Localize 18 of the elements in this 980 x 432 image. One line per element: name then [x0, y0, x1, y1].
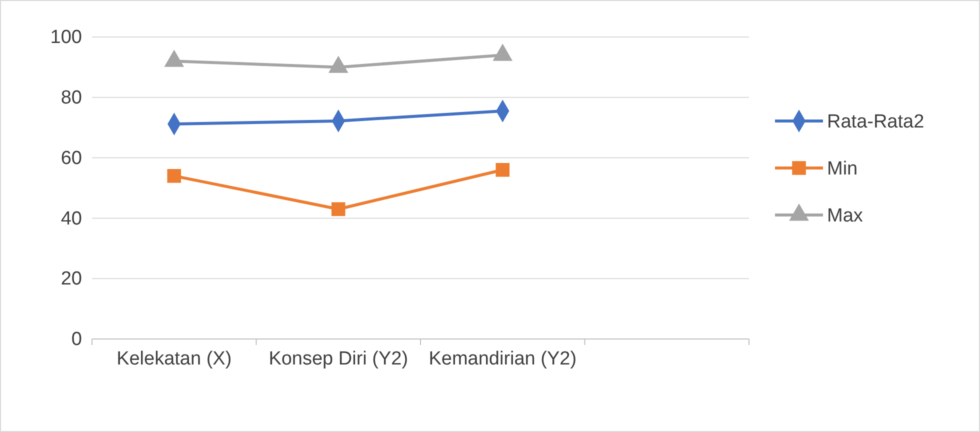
point	[496, 162, 510, 177]
y-tick-label: 100	[50, 27, 82, 48]
point	[492, 44, 513, 61]
point	[328, 56, 348, 73]
point	[331, 202, 346, 216]
y-tick-label: 0	[71, 329, 82, 350]
point	[164, 50, 184, 67]
y-tick-label: 40	[60, 208, 82, 230]
legend-label: Rata-Rata2	[827, 112, 924, 133]
legend-label: Max	[827, 206, 864, 227]
legend-label: Min	[827, 158, 858, 180]
y-tick-label: 80	[60, 87, 82, 108]
x-tick-label: Kelekatan (X)	[116, 348, 232, 370]
y-tick-label: 20	[60, 268, 82, 290]
x-tick-label: Konsep Diri (Y2)	[268, 348, 408, 370]
x-tick-label: Kemandirian (Y2)	[428, 348, 577, 370]
point	[167, 169, 182, 183]
y-tick-label: 60	[60, 148, 82, 169]
